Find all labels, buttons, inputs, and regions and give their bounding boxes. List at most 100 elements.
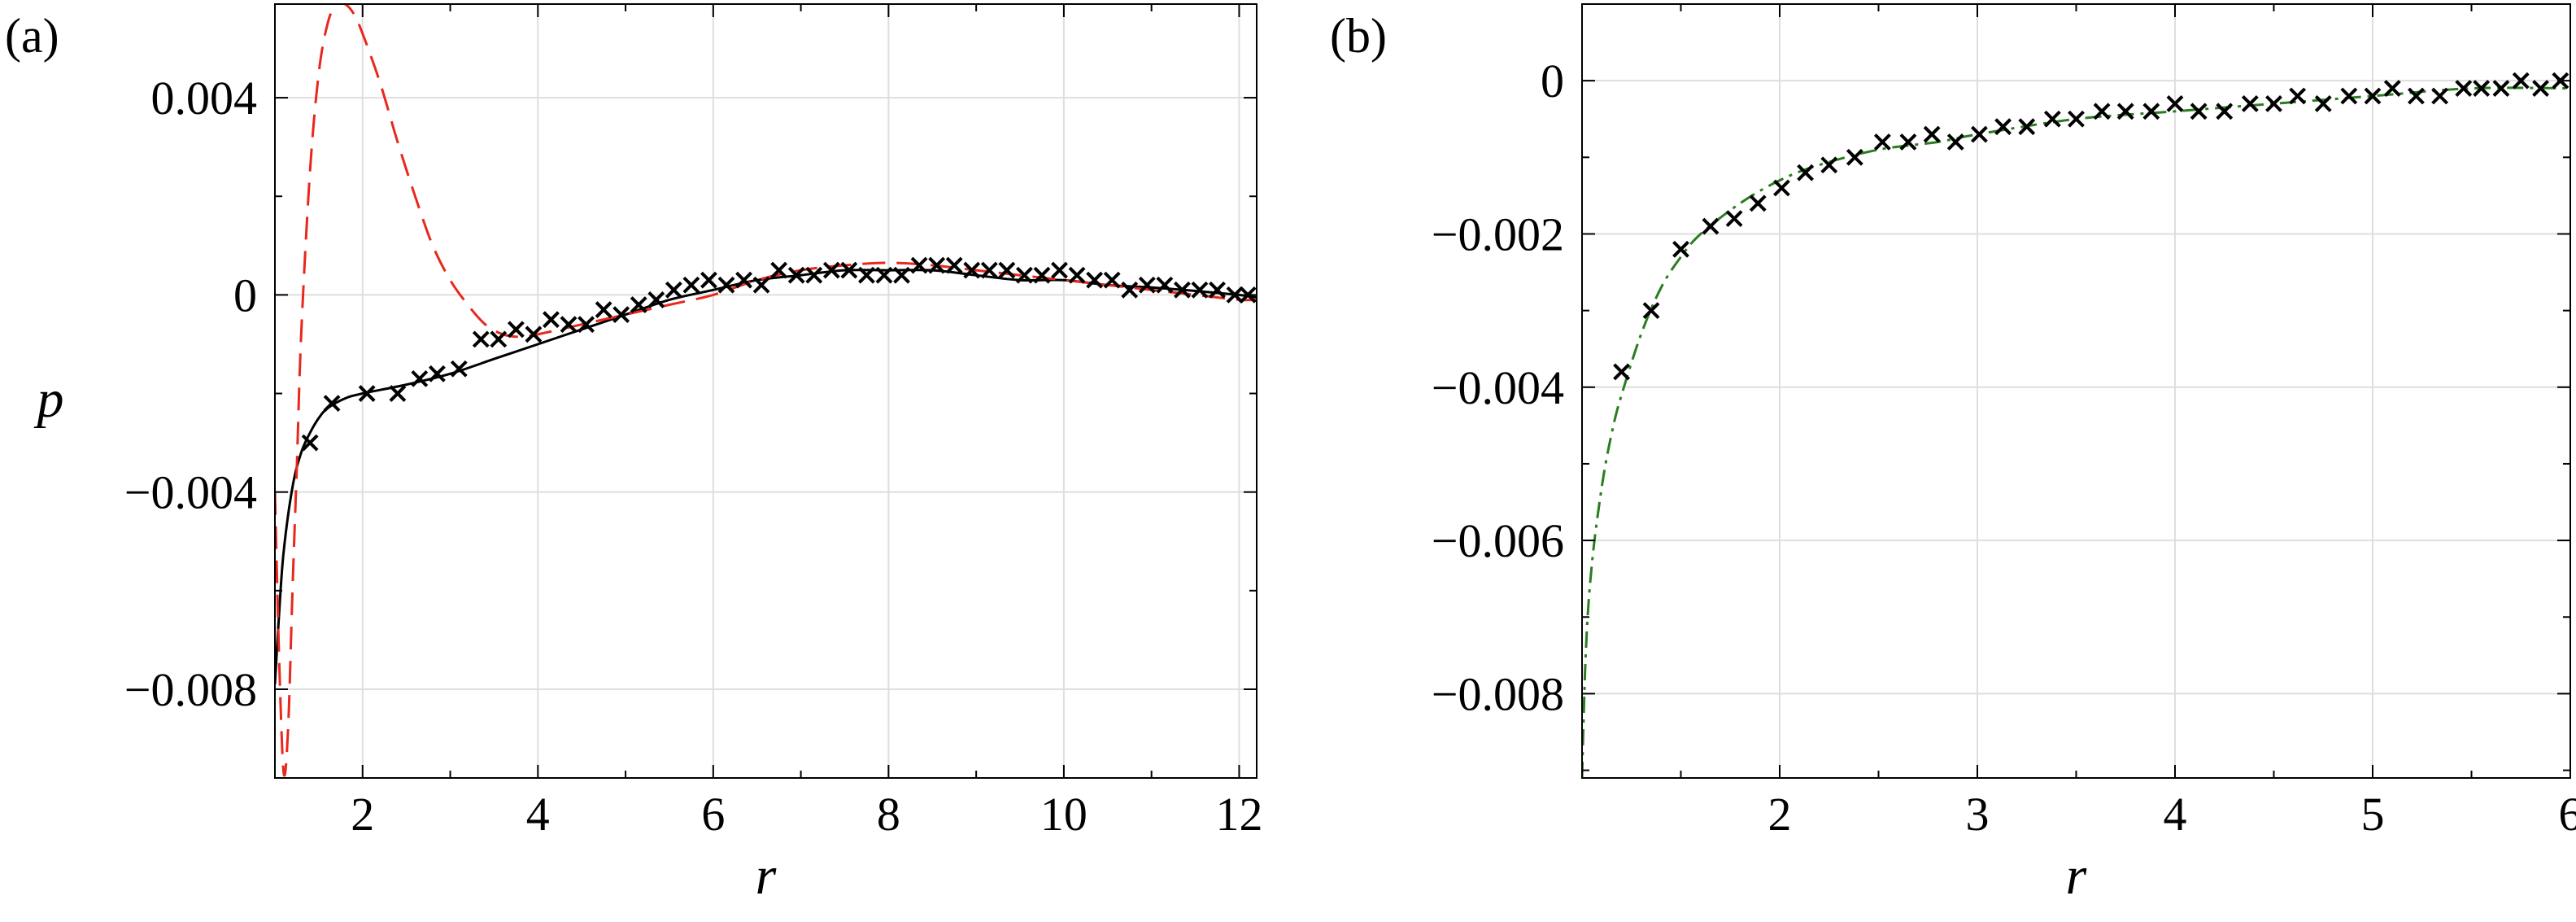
data-point-x-marker (472, 330, 490, 348)
data-point-x-marker (682, 276, 700, 294)
data-point-x-marker (647, 291, 665, 308)
data-point-x-marker (963, 261, 981, 279)
x-tick-label: 8 (877, 788, 900, 841)
y-tick-label: −0.002 (1432, 208, 1564, 260)
data-point-x-marker (2241, 94, 2259, 112)
data-point-x-marker (1033, 266, 1051, 284)
data-point-x-marker (1672, 240, 1689, 258)
data-point-x-marker (1226, 286, 1244, 304)
data-point-x-marker (893, 266, 910, 284)
data-point-x-marker (1797, 164, 1815, 181)
data-point-x-marker (2289, 87, 2307, 105)
data-point-x-marker (717, 276, 735, 294)
data-point-x-marker (2314, 94, 2332, 112)
y-axis-label: p (34, 369, 64, 429)
data-point-x-marker (2408, 87, 2425, 105)
data-point-x-marker (1971, 125, 1988, 143)
data-point-x-marker (700, 271, 717, 289)
data-point-x-marker (945, 256, 963, 274)
data-point-x-marker (2190, 103, 2208, 120)
y-tick-label: 0 (233, 269, 257, 321)
data-point-x-marker (858, 266, 875, 284)
panel-label: (b) (1330, 9, 1387, 63)
data-point-x-marker (928, 256, 946, 274)
data-point-x-marker (805, 266, 823, 284)
data-point-x-marker (2492, 80, 2510, 97)
data-point-x-marker (1702, 217, 1720, 235)
data-point-x-marker (2431, 87, 2449, 105)
y-tick-label: 0 (1541, 55, 1564, 107)
data-point-x-marker (1191, 281, 1209, 299)
data-point-x-marker (1873, 133, 1891, 151)
data-point-x-marker (490, 330, 508, 348)
data-point-x-marker (822, 261, 840, 279)
data-point-x-marker (2142, 103, 2160, 120)
data-point-x-marker (2216, 103, 2234, 120)
data-point-x-marker (323, 395, 341, 413)
data-point-x-marker (1846, 148, 1863, 166)
data-point-x-marker (389, 385, 407, 402)
data-point-x-marker (2383, 80, 2401, 97)
data-point-x-marker (770, 261, 788, 279)
data-point-x-marker (2116, 103, 2134, 120)
data-point-x-marker (1773, 179, 1790, 197)
data-point-x-marker (1051, 261, 1068, 279)
plot-frame (274, 3, 1257, 779)
data-point-x-marker (2512, 72, 2530, 90)
data-point-x-marker (787, 266, 805, 284)
data-point-x-marker (612, 306, 630, 324)
data-point-x-marker (525, 326, 543, 343)
x-tick-label: 2 (351, 788, 374, 841)
data-point-x-marker (2265, 94, 2282, 112)
data-point-x-marker (1923, 125, 1941, 143)
dashdot-curve (1582, 86, 2570, 778)
y-tick-label: −0.004 (1432, 361, 1564, 414)
data-point-x-marker (840, 261, 858, 279)
marker-series (301, 256, 1257, 452)
data-point-x-marker (1209, 281, 1226, 299)
data-point-x-marker (910, 256, 928, 274)
data-point-x-marker (752, 276, 770, 294)
data-point-x-marker (301, 434, 319, 452)
y-tick-label: −0.008 (1432, 667, 1564, 720)
data-point-x-marker (1642, 302, 1660, 320)
data-point-x-marker (1820, 156, 1838, 174)
y-tick-label: −0.006 (1432, 514, 1564, 567)
x-tick-label: 3 (1966, 788, 1990, 841)
data-point-x-marker (2166, 94, 2184, 112)
y-tick-label: 0.004 (151, 72, 258, 125)
data-point-x-marker (1138, 276, 1156, 294)
data-point-x-marker (578, 316, 595, 334)
x-axis-label: r (2066, 846, 2087, 906)
x-axis-label: r (756, 846, 777, 906)
data-point-x-marker (595, 301, 612, 318)
x-tick-label: 4 (526, 788, 550, 841)
data-point-x-marker (2532, 80, 2549, 97)
data-point-x-marker (875, 266, 893, 284)
data-point-x-marker (507, 321, 525, 339)
data-point-x-marker (2473, 80, 2491, 97)
y-tick-label: −0.004 (124, 466, 257, 519)
data-point-x-marker (411, 369, 429, 387)
data-point-x-marker (630, 296, 647, 313)
data-point-x-marker (1103, 271, 1121, 289)
x-tick-label: 6 (701, 788, 725, 841)
data-point-x-marker (1899, 133, 1917, 151)
data-point-x-marker (980, 261, 998, 279)
data-point-x-marker (358, 385, 376, 402)
data-point-x-marker (1016, 266, 1033, 284)
solid-curve (275, 269, 1257, 684)
data-point-x-marker (543, 311, 560, 329)
data-point-x-marker (1121, 281, 1139, 299)
data-point-x-marker (1613, 363, 1631, 381)
x-tick-label: 12 (1215, 788, 1262, 841)
data-point-x-marker (560, 316, 578, 334)
x-tick-label: 6 (2559, 788, 2576, 841)
data-point-x-marker (450, 360, 468, 378)
data-point-x-marker (2364, 87, 2382, 105)
data-point-x-marker (1749, 194, 1767, 212)
panel-a: 2 4 6 8 10 12 −0.008 −0.004 0 0.004 r p (a) (5, 3, 1262, 906)
x-tick-label: 5 (2361, 788, 2385, 841)
marker-series (1613, 72, 2569, 381)
